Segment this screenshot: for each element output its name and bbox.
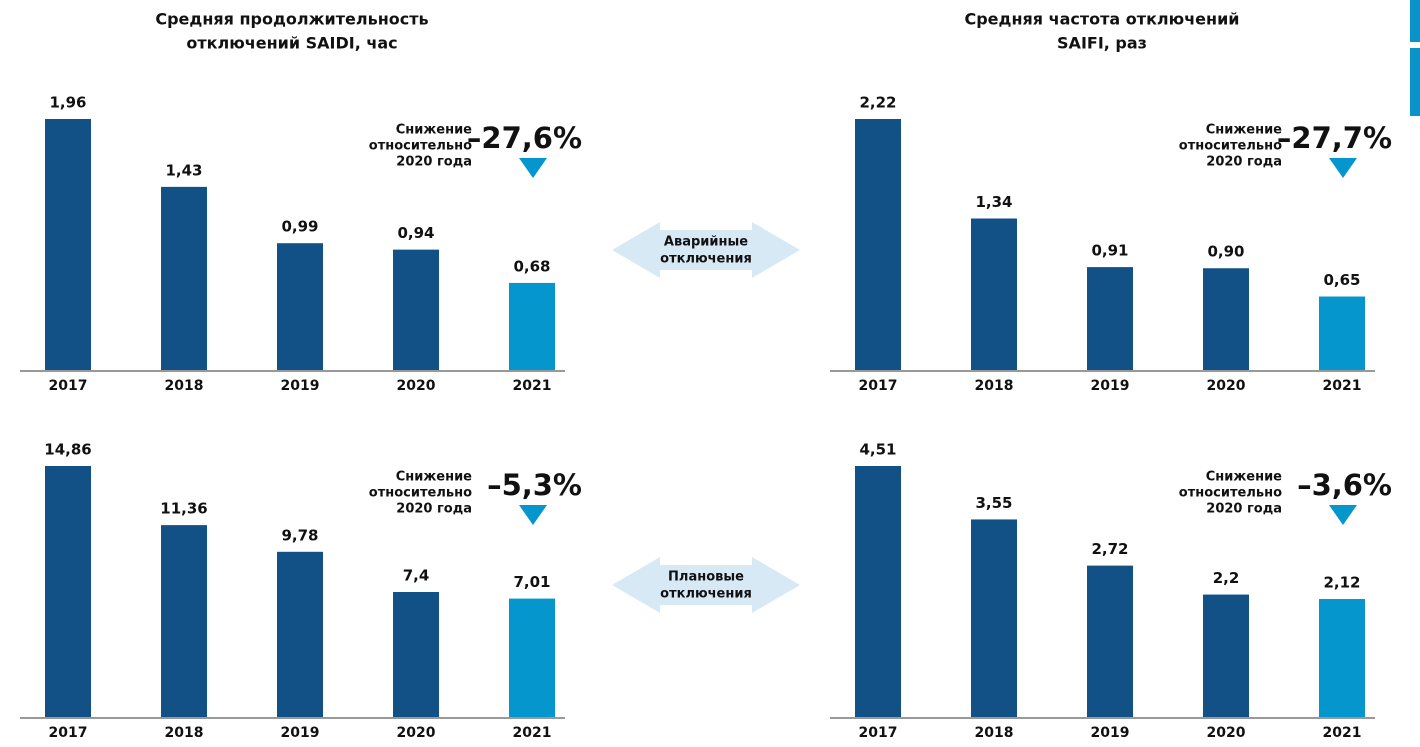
value-label: 11,36	[160, 500, 207, 518]
bar	[855, 466, 901, 717]
value-label: 4,51	[859, 441, 896, 459]
value-label: 2,22	[859, 94, 896, 112]
bar	[1087, 267, 1133, 370]
x-tick-label: 2021	[513, 725, 552, 741]
arrow-shape	[660, 565, 752, 605]
x-tick-label: 2021	[1323, 725, 1362, 741]
change-label: –5,3%	[487, 468, 582, 502]
value-label: 14,86	[44, 441, 91, 459]
value-label: 1,96	[49, 94, 86, 112]
bar	[1087, 565, 1133, 717]
down-triangle	[519, 158, 547, 178]
edge-tab	[1410, 48, 1420, 116]
row-label: отключения	[660, 252, 752, 267]
annotation: относительно	[1179, 486, 1282, 501]
bar	[45, 466, 91, 717]
annotation: 2020 года	[1206, 155, 1282, 170]
x-tick-label: 2019	[281, 378, 320, 394]
row-label: Аварийные	[664, 235, 748, 250]
x-tick-label: 2019	[1091, 725, 1130, 741]
bar	[277, 243, 323, 370]
annotation: относительно	[1179, 139, 1282, 154]
value-label: 1,34	[975, 193, 1012, 211]
value-label: 9,78	[281, 526, 318, 544]
arrow-shape	[660, 230, 752, 270]
x-tick-label: 2021	[513, 378, 552, 394]
bar	[393, 592, 439, 717]
x-tick-label: 2020	[1207, 725, 1246, 741]
x-tick-label: 2019	[1091, 378, 1130, 394]
bar	[161, 186, 207, 370]
bar	[161, 525, 207, 717]
chart-title: отключений SAIDI, час	[186, 34, 397, 53]
arrow-shape	[612, 557, 800, 613]
bar	[1203, 594, 1249, 717]
change-label: –27,7%	[1277, 121, 1392, 155]
x-tick-label: 2018	[165, 725, 204, 741]
x-tick-label: 2020	[397, 725, 436, 741]
bar	[277, 551, 323, 717]
annotation: относительно	[369, 139, 472, 154]
down-triangle	[519, 505, 547, 525]
bar	[1319, 296, 1365, 370]
annotation: 2020 года	[396, 502, 472, 517]
x-tick-label: 2018	[165, 378, 204, 394]
value-label: 7,01	[513, 573, 550, 591]
x-tick-label: 2017	[859, 725, 898, 741]
change-label: –3,6%	[1297, 468, 1392, 502]
x-tick-label: 2020	[397, 378, 436, 394]
bar	[45, 119, 91, 370]
value-label: 3,55	[975, 494, 1012, 512]
annotation: Снижение	[1206, 470, 1282, 485]
bar	[971, 519, 1017, 717]
chart-title: SAIFI, раз	[1057, 34, 1147, 53]
down-triangle	[1329, 158, 1357, 178]
annotation: Снижение	[1206, 123, 1282, 138]
value-label: 0,90	[1207, 243, 1244, 261]
x-tick-label: 2021	[1323, 378, 1362, 394]
value-label: 0,65	[1323, 271, 1360, 289]
row-label: Плановые	[668, 570, 744, 585]
value-label: 0,99	[281, 218, 318, 236]
annotation: 2020 года	[396, 155, 472, 170]
value-label: 2,2	[1213, 569, 1240, 587]
x-tick-label: 2020	[1207, 378, 1246, 394]
bar	[509, 282, 555, 370]
annotation: относительно	[369, 486, 472, 501]
bar	[393, 249, 439, 370]
value-label: 0,68	[513, 257, 550, 275]
annotation: 2020 года	[1206, 502, 1282, 517]
value-label: 0,91	[1091, 242, 1128, 260]
row-label: отключения	[660, 587, 752, 602]
bar	[509, 598, 555, 717]
bar	[855, 119, 901, 370]
bar	[971, 218, 1017, 370]
bar	[1203, 268, 1249, 370]
value-label: 2,12	[1323, 574, 1360, 592]
chart-title: Средняя частота отключений	[964, 10, 1239, 29]
arrow-shape	[612, 222, 800, 278]
x-tick-label: 2017	[859, 378, 898, 394]
value-label: 7,4	[403, 567, 430, 585]
annotation: Снижение	[396, 470, 472, 485]
x-tick-label: 2017	[49, 378, 88, 394]
x-tick-label: 2019	[281, 725, 320, 741]
change-label: –27,6%	[467, 121, 582, 155]
down-triangle	[1329, 505, 1357, 525]
value-label: 1,43	[165, 161, 202, 179]
x-tick-label: 2018	[975, 378, 1014, 394]
bar	[1319, 599, 1365, 717]
x-tick-label: 2017	[49, 725, 88, 741]
value-label: 0,94	[397, 224, 434, 242]
value-label: 2,72	[1091, 540, 1128, 558]
x-tick-label: 2018	[975, 725, 1014, 741]
annotation: Снижение	[396, 123, 472, 138]
chart-title: Средняя продолжительность	[155, 10, 428, 29]
edge-tab	[1410, 0, 1420, 42]
